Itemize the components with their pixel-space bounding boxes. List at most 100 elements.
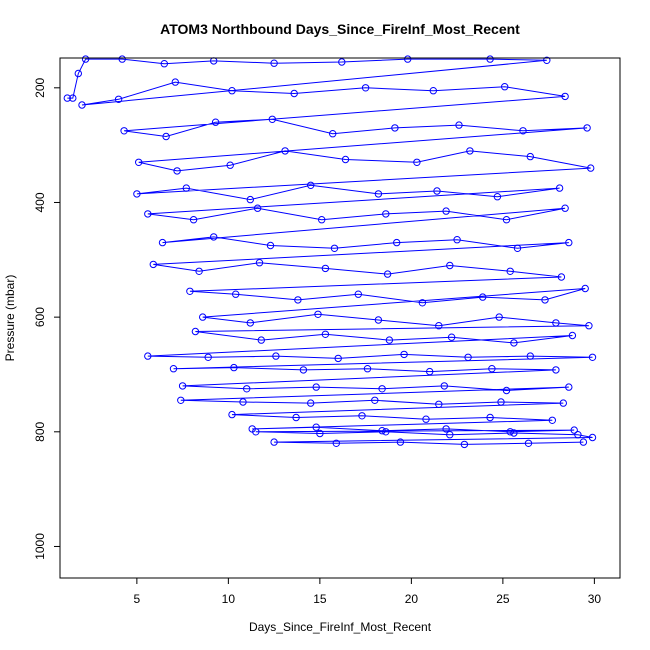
- data-point: [382, 428, 390, 436]
- data-point: [189, 216, 198, 224]
- data-point: [526, 152, 534, 161]
- data-point: [502, 386, 511, 395]
- data-point: [162, 132, 170, 141]
- data-point: [440, 382, 448, 390]
- chart-title: ATOM3 Northbound Days_Since_FireInf_Most…: [160, 21, 520, 37]
- data-point: [299, 366, 308, 374]
- data-point: [177, 396, 185, 404]
- data-point: [281, 147, 289, 155]
- data-point: [393, 238, 401, 247]
- data-point: [135, 158, 143, 167]
- data-point: [178, 382, 187, 390]
- data-point: [385, 336, 394, 344]
- data-point: [171, 78, 180, 86]
- data-point: [581, 284, 589, 293]
- data-point: [169, 365, 178, 373]
- data-point: [479, 293, 487, 301]
- data-point: [585, 322, 593, 330]
- data-point: [552, 319, 560, 327]
- data-point: [292, 413, 300, 422]
- data-point: [382, 210, 390, 218]
- data-point: [570, 426, 578, 434]
- data-point: [358, 412, 366, 420]
- data-point: [332, 439, 340, 447]
- data-point: [210, 233, 218, 241]
- data-point: [334, 354, 342, 363]
- data-point: [501, 83, 509, 91]
- data-point: [568, 331, 577, 340]
- data-point: [374, 316, 383, 324]
- data-point: [486, 413, 494, 422]
- data-point: [510, 339, 518, 347]
- data-point: [583, 124, 591, 132]
- data-point: [464, 353, 472, 361]
- data-point: [307, 399, 315, 407]
- data-point: [182, 184, 191, 192]
- data-point: [341, 155, 350, 164]
- data-point: [565, 383, 573, 391]
- data-point: [371, 396, 379, 404]
- data-point: [552, 366, 560, 374]
- plot-frame: [59, 57, 621, 579]
- data-point: [519, 127, 527, 135]
- data-point: [442, 425, 450, 433]
- x-axis: 5 10 15 20 25 30: [134, 578, 601, 606]
- data-point: [510, 429, 518, 437]
- data-point: [246, 195, 255, 204]
- series-line: [67, 58, 593, 445]
- x-axis-label: Days_Since_FireInf_Most_Recent: [249, 620, 432, 634]
- data-point: [574, 431, 582, 439]
- data-point: [252, 428, 260, 436]
- data-point: [230, 363, 238, 372]
- data-point: [314, 310, 322, 318]
- data-point: [506, 267, 514, 275]
- data-point: [565, 238, 573, 247]
- data-point: [133, 190, 141, 198]
- data-point: [114, 95, 123, 104]
- data-point: [239, 398, 247, 406]
- data-point: [493, 193, 502, 201]
- data-point: [435, 322, 443, 330]
- plot-area: [63, 55, 597, 449]
- data-point: [506, 428, 514, 436]
- data-point: [378, 385, 386, 393]
- x-tick-label: 15: [313, 592, 327, 606]
- data-point: [548, 416, 556, 424]
- data-point: [587, 164, 595, 172]
- x-tick-label: 5: [134, 592, 141, 606]
- data-point: [270, 438, 278, 446]
- data-point: [321, 330, 330, 338]
- data-point: [497, 398, 505, 406]
- data-point: [513, 244, 522, 253]
- data-point: [378, 427, 386, 435]
- data-point: [270, 59, 278, 67]
- data-point: [312, 383, 320, 391]
- data-point: [144, 210, 152, 218]
- data-point: [363, 365, 372, 373]
- data-point: [63, 94, 72, 102]
- data-point: [78, 101, 86, 109]
- y-axis-label: Pressure (mbar): [3, 275, 17, 362]
- x-tick-label: 20: [405, 592, 419, 606]
- data-point: [361, 84, 370, 92]
- data-point: [149, 260, 158, 269]
- data-point: [232, 290, 240, 298]
- data-point: [447, 333, 456, 341]
- data-point: [330, 244, 339, 253]
- data-point: [253, 204, 262, 212]
- data-point: [316, 429, 324, 438]
- data-point: [294, 296, 302, 304]
- data-point: [418, 299, 427, 307]
- data-point: [579, 438, 588, 446]
- y-tick-label: 400: [33, 192, 47, 212]
- data-point: [495, 313, 503, 321]
- data-point: [81, 55, 90, 63]
- data-point: [118, 55, 126, 63]
- data-point: [120, 127, 128, 135]
- data-point: [195, 267, 203, 275]
- data-point: [191, 327, 200, 336]
- data-point: [255, 259, 264, 267]
- data-point: [413, 158, 421, 167]
- data-point: [257, 336, 265, 344]
- data-point: [446, 261, 454, 270]
